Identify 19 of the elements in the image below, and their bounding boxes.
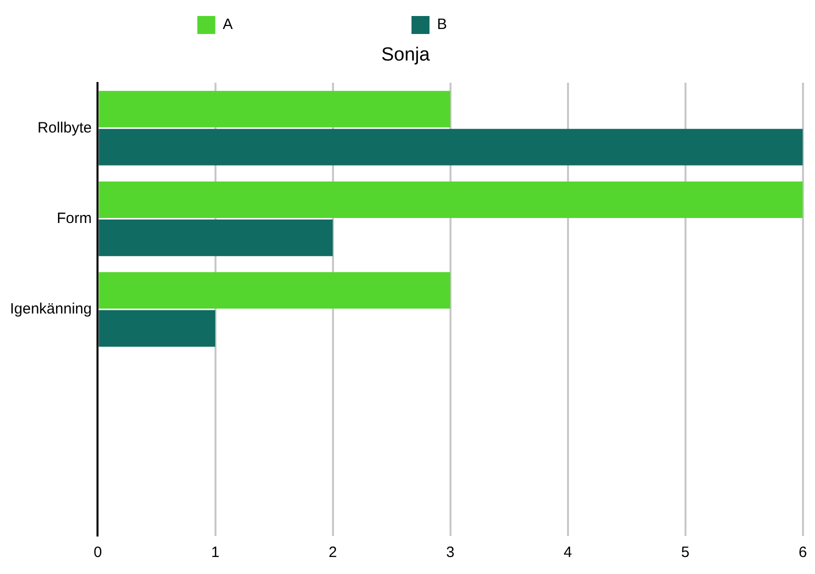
x-tick-label: 3 — [446, 544, 454, 562]
bar — [98, 272, 450, 309]
legend-label: B — [437, 16, 614, 34]
bar — [98, 310, 216, 347]
y-tick-label: Rollbyte — [38, 119, 92, 136]
bar — [98, 90, 450, 128]
y-tick-label: Form — [56, 210, 92, 227]
x-tick-label: 5 — [681, 544, 690, 562]
bar — [98, 220, 333, 256]
x-tick-label: 1 — [211, 544, 220, 562]
legend-label: A — [222, 16, 399, 34]
y-tick-label: Igenkänning — [10, 300, 92, 318]
x-tick-label: 2 — [328, 544, 337, 562]
x-tick-label: 4 — [564, 544, 572, 562]
chart-title: Sonja — [381, 44, 430, 66]
bar — [98, 181, 803, 218]
bar — [98, 128, 803, 166]
x-tick-label: 6 — [798, 544, 807, 562]
x-tick-label: 0 — [94, 544, 102, 562]
